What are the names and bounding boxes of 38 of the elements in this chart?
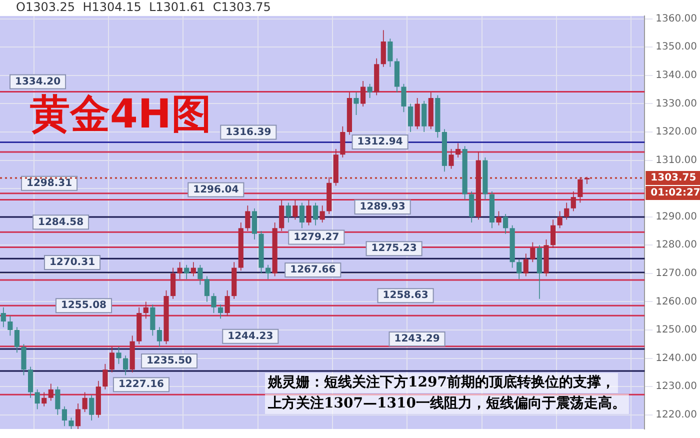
ref-line-label: 1267.66 bbox=[290, 264, 336, 276]
ref-line-label: 1298.31 bbox=[26, 178, 72, 189]
ref-line-label: 1279.27 bbox=[294, 232, 340, 243]
ref-line-label: 1334.20 bbox=[15, 76, 61, 88]
ref-line-label: 1296.04 bbox=[193, 184, 239, 196]
ref-line-label: 1284.58 bbox=[38, 216, 84, 228]
y-tick-label: 1310.00 bbox=[656, 154, 698, 166]
y-tick-label: 1330.00 bbox=[656, 98, 698, 110]
y-tick-label: 1350.00 bbox=[656, 42, 698, 53]
ref-line-label: 1235.50 bbox=[146, 356, 192, 367]
y-tick-label: 1340.00 bbox=[656, 70, 698, 81]
y-tick-label: 1320.00 bbox=[656, 126, 698, 138]
annotation: 姚灵姗：短线关注下方1297前期的顶底转换位的支撑， bbox=[267, 374, 615, 391]
y-tick-label: 1250.00 bbox=[656, 324, 698, 336]
ref-line-label: 1243.29 bbox=[394, 334, 440, 345]
y-tick-label: 1360.00 bbox=[656, 13, 698, 24]
candlestick bbox=[584, 176, 590, 184]
ref-line-label: 1303.75 bbox=[650, 172, 696, 184]
y-tick-label: 1220.00 bbox=[656, 409, 698, 420]
text: 01:02:27 bbox=[650, 188, 700, 199]
ref-line-label: 1258.63 bbox=[382, 290, 428, 302]
y-tick-label: 1260.00 bbox=[656, 296, 698, 308]
text: O1303.25 H1304.15 L1301.61 C1303.75 bbox=[16, 0, 271, 14]
ref-line-label: 1244.23 bbox=[228, 330, 274, 342]
y-tick-label: 1280.00 bbox=[656, 240, 698, 251]
y-tick-label: 1240.00 bbox=[656, 352, 698, 364]
ref-line-label: 1275.23 bbox=[371, 243, 417, 254]
ref-line-label: 1255.08 bbox=[60, 300, 107, 312]
ref-line-label: 1289.93 bbox=[360, 202, 406, 213]
y-tick-label: 1290.00 bbox=[656, 211, 698, 222]
y-tick-label: 1230.00 bbox=[656, 381, 698, 392]
y-tick-label: 1270.00 bbox=[656, 268, 698, 280]
ref-line-label: 1316.39 bbox=[226, 126, 272, 138]
ref-line-label: 1312.94 bbox=[357, 136, 403, 148]
ref-line-label: 1270.31 bbox=[49, 257, 96, 268]
annotation: 上方关注1307—1310一线阻力，短线偏向于震荡走高。 bbox=[267, 394, 626, 412]
text: 黄金4H图 bbox=[30, 91, 212, 138]
ref-line-label: 1227.16 bbox=[118, 379, 164, 390]
